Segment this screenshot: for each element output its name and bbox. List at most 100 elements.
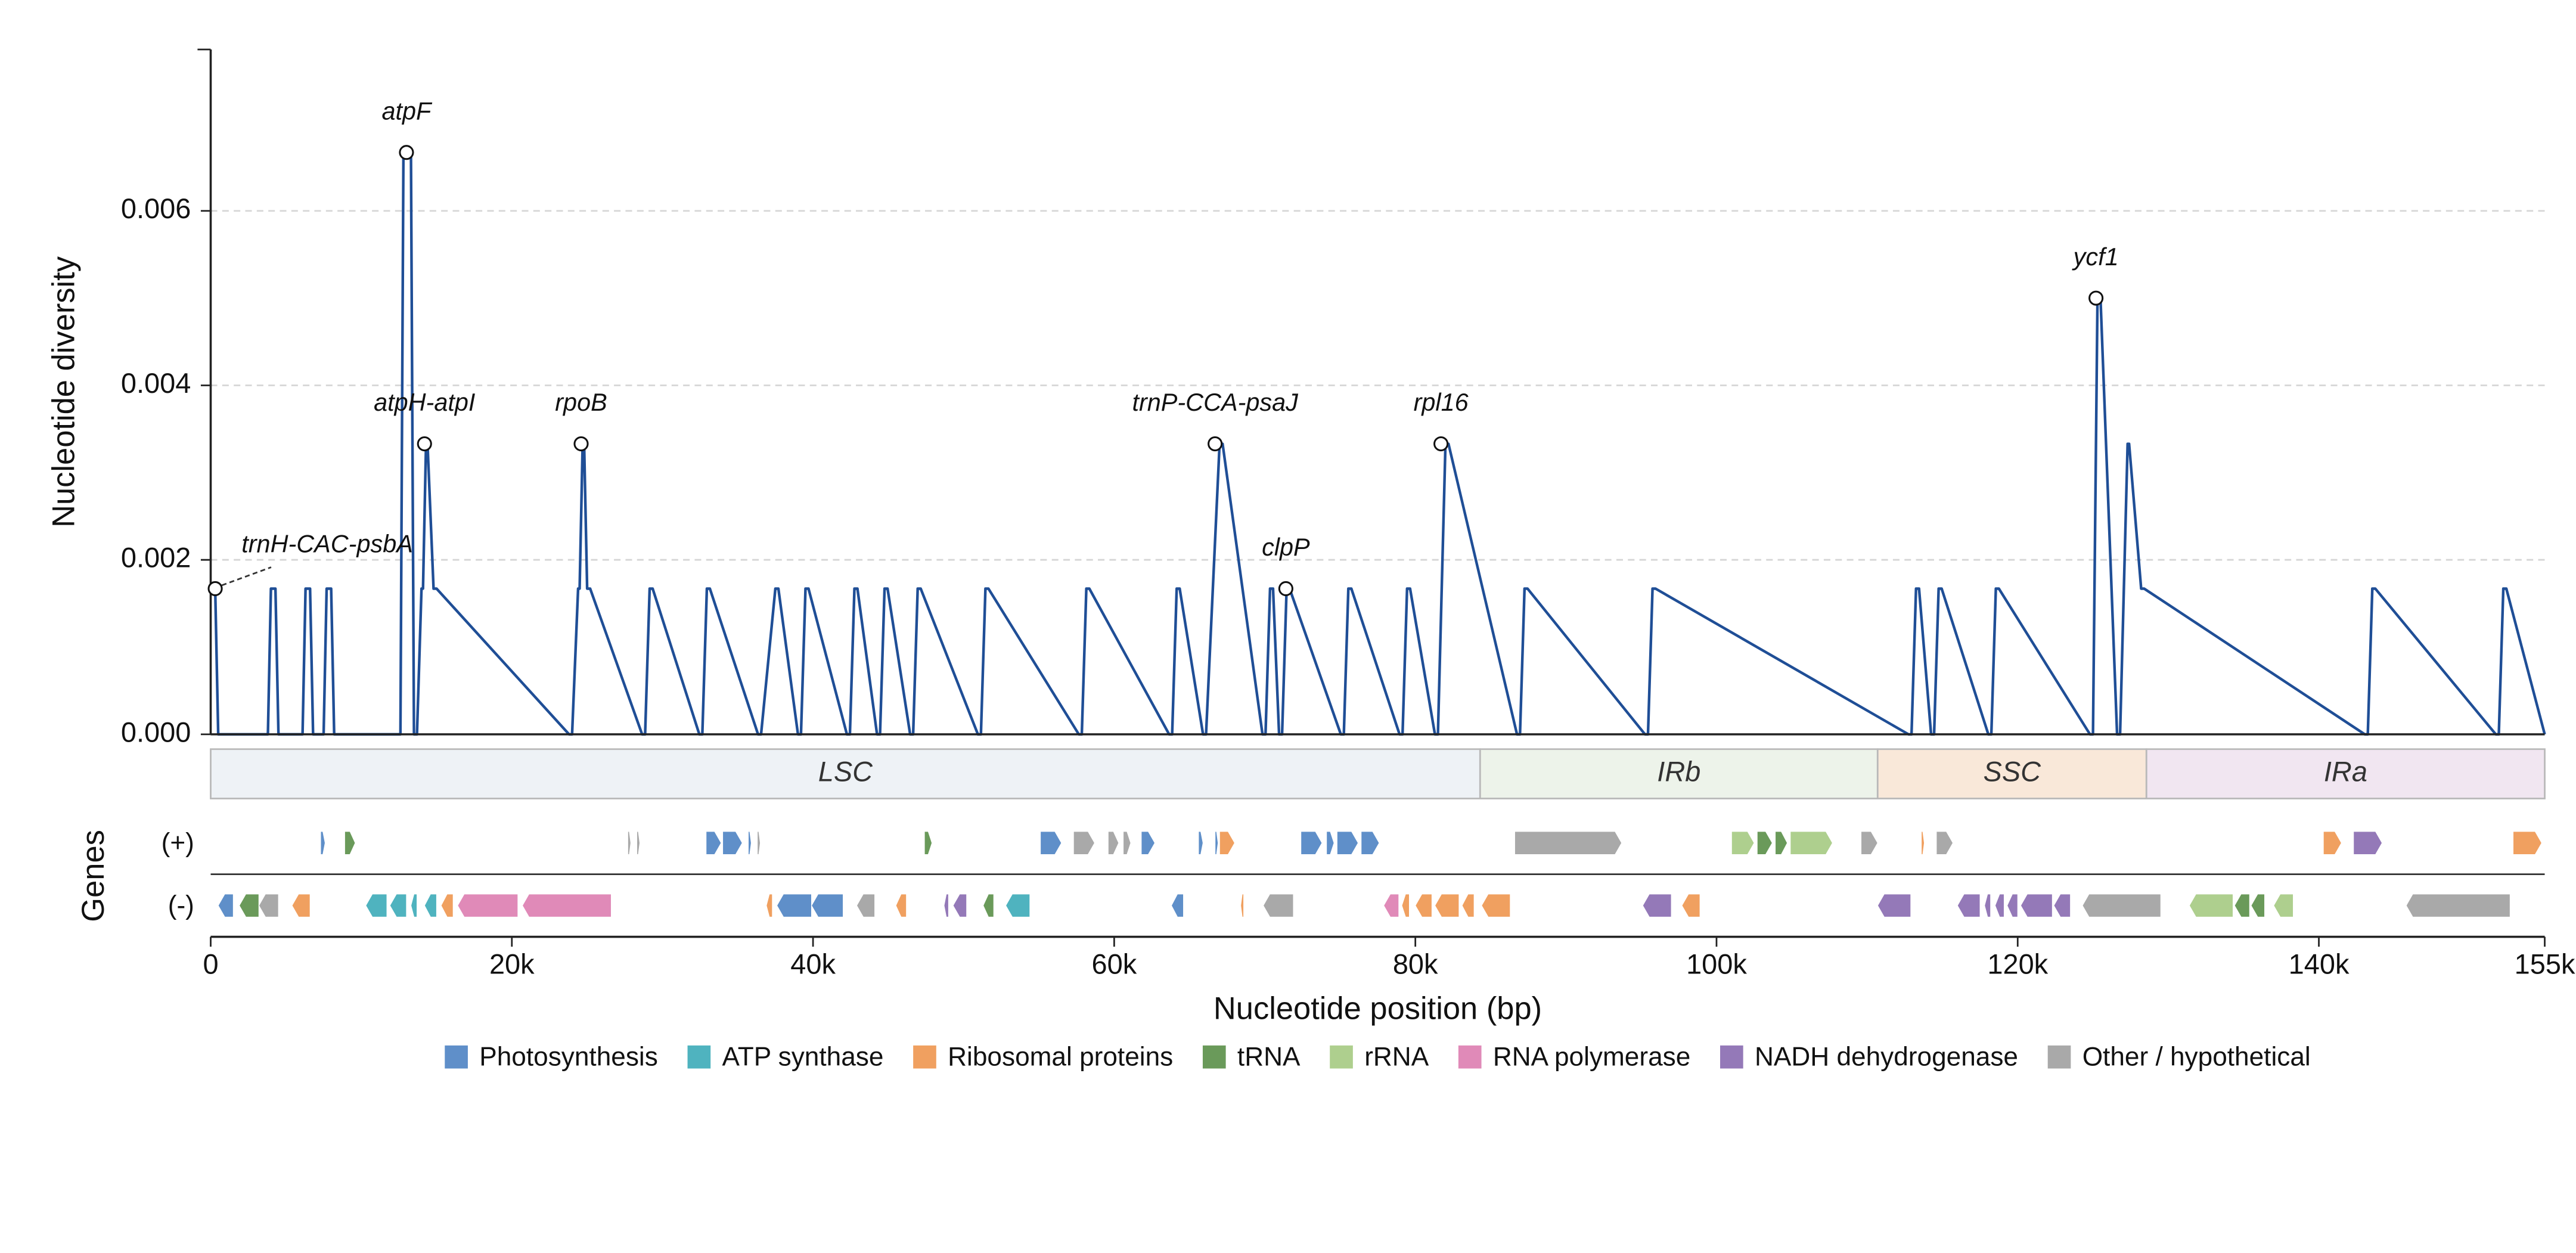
- gene: [389, 894, 407, 917]
- x-tick-label: 120k: [1987, 949, 2048, 980]
- region-label: SSC: [1984, 756, 2042, 787]
- plus-strand-label: (+): [162, 829, 194, 858]
- peak-marker: [2088, 290, 2104, 306]
- x-tick-label: 60k: [1092, 949, 1137, 980]
- gene: [1921, 831, 1925, 855]
- region-label: LSC: [818, 756, 873, 787]
- gene: [747, 831, 752, 855]
- legend-swatch: [445, 1045, 468, 1069]
- x-tick-label: 40k: [790, 949, 836, 980]
- gene: [1461, 894, 1475, 917]
- x-tick-label: 155k: [2515, 949, 2575, 980]
- x-tick-label: 140k: [2289, 949, 2350, 980]
- gene: [952, 894, 967, 917]
- annotation-label: atpF: [382, 97, 433, 125]
- annotation-label: rpl16: [1414, 389, 1469, 416]
- gene: [2006, 894, 2018, 917]
- gene: [1301, 831, 1323, 855]
- gene: [811, 894, 844, 917]
- gene: [1215, 831, 1219, 855]
- gene: [1790, 831, 1833, 855]
- gene: [2082, 894, 2161, 917]
- legend-swatch: [1720, 1045, 1743, 1069]
- annotation-label: trnH-CAC-psbA: [241, 531, 413, 558]
- gene: [706, 831, 722, 855]
- gene: [982, 894, 994, 917]
- annotation-leader: [221, 566, 272, 587]
- gene: [2406, 894, 2510, 917]
- gene: [1326, 831, 1334, 855]
- gene: [424, 894, 437, 917]
- gene: [320, 831, 326, 855]
- gene: [1005, 894, 1031, 917]
- gene: [1994, 894, 2005, 917]
- gene: [1073, 831, 1095, 855]
- annotation-label: rpoB: [555, 389, 607, 416]
- legend-swatch: [687, 1045, 711, 1069]
- gene: [1756, 831, 1773, 855]
- gene: [766, 894, 773, 917]
- gene: [2251, 894, 2265, 917]
- x-tick-label: 100k: [1686, 949, 1747, 980]
- gene: [1860, 831, 1878, 855]
- peak-marker: [207, 581, 223, 597]
- gene: [1774, 831, 1788, 855]
- gene: [2323, 831, 2342, 855]
- legend-label: Ribosomal proteins: [948, 1043, 1173, 1072]
- y-axis-label: Nucleotide diversity: [46, 256, 81, 528]
- gene: [2053, 894, 2071, 917]
- gene: [258, 894, 279, 917]
- annotation-label: atpH-atpI: [374, 389, 476, 416]
- gene: [2234, 894, 2250, 917]
- gene: [1107, 831, 1119, 855]
- gene: [1481, 894, 1511, 917]
- gene: [1383, 894, 1399, 917]
- peak-marker: [1433, 436, 1449, 452]
- gene: [2512, 831, 2543, 855]
- legend-label: NADH dehydrogenase: [1755, 1043, 2018, 1072]
- legend-swatch: [1202, 1045, 1226, 1069]
- annotation-label: clpP: [1262, 534, 1310, 561]
- legend-label: ATP synthase: [722, 1043, 884, 1072]
- region-label: IRb: [1657, 756, 1700, 787]
- gene: [1681, 894, 1700, 917]
- y-tick-label: 0.004: [121, 368, 191, 399]
- legend-label: Other / hypothetical: [2082, 1043, 2311, 1072]
- y-tick-label: 0.002: [121, 542, 191, 573]
- gene: [722, 831, 743, 855]
- gene: [1262, 894, 1294, 917]
- genes-label: Genes: [76, 830, 111, 922]
- gene: [1141, 831, 1156, 855]
- gene: [2273, 894, 2294, 917]
- gene: [410, 894, 418, 917]
- gene: [1642, 894, 1672, 917]
- x-tick-label: 20k: [489, 949, 535, 980]
- gene: [1219, 831, 1236, 855]
- legend-label: rRNA: [1364, 1043, 1429, 1072]
- gene: [944, 894, 949, 917]
- gene: [757, 831, 761, 855]
- x-tick-label: 80k: [1393, 949, 1438, 980]
- gene: [1171, 894, 1184, 917]
- annotation-label: trnP-CCA-psaJ: [1132, 389, 1299, 416]
- legend-label: Photosynthesis: [479, 1043, 658, 1072]
- gene: [1040, 831, 1062, 855]
- gene: [1434, 894, 1460, 917]
- gene: [856, 894, 876, 917]
- gene: [1336, 831, 1359, 855]
- gene: [522, 894, 612, 917]
- gene: [238, 894, 259, 917]
- peak-marker: [1278, 581, 1293, 597]
- gene: [457, 894, 519, 917]
- gene: [1957, 894, 1981, 917]
- gene: [636, 831, 641, 855]
- gene: [344, 831, 356, 855]
- gene: [1240, 894, 1244, 917]
- gene: [440, 894, 454, 917]
- peak-marker: [417, 436, 432, 452]
- gene: [1401, 894, 1410, 917]
- legend: Photosynthesis ATP synthase Ribosomal prot…: [445, 1043, 2311, 1072]
- gene: [627, 831, 631, 855]
- gene: [1198, 831, 1204, 855]
- legend-swatch: [1458, 1045, 1482, 1069]
